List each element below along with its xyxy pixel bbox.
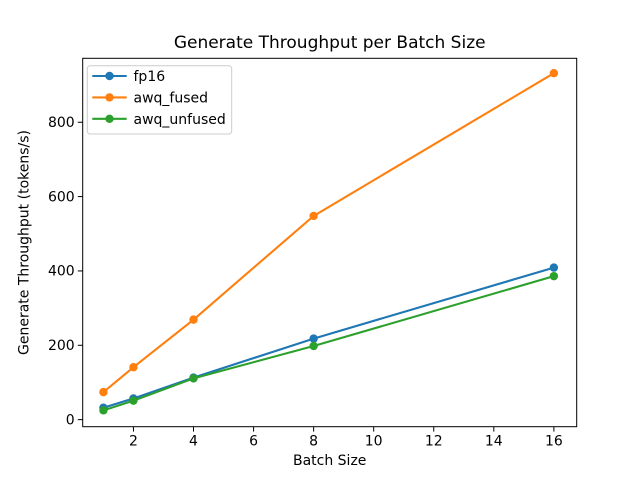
plot-series	[99, 68, 559, 415]
x-tick-label: 8	[309, 434, 318, 450]
data-point-awq_fused	[309, 211, 318, 221]
y-tick-label: 200	[48, 338, 75, 354]
data-point-awq_fused	[189, 315, 198, 324]
x-tick-label: 4	[189, 434, 198, 450]
y-tick-label: 0	[66, 412, 75, 428]
data-point-fp16	[309, 334, 318, 343]
data-point-fp16	[549, 263, 559, 272]
data-point-awq_fused	[129, 363, 138, 372]
y-tick-label: 600	[48, 189, 75, 205]
x-tick-label: 12	[425, 434, 443, 450]
legend-label: awq_fused	[134, 90, 209, 106]
x-axis-label: Batch Size	[293, 453, 366, 469]
y-axis-label: Generate Throughput (tokens/s)	[17, 130, 33, 355]
y-tick-label: 800	[48, 115, 75, 131]
legend-box	[86, 65, 233, 135]
data-point-awq_unfused	[129, 396, 138, 405]
axis-ticks: 2 4 6 8 10 12 14 16 0 200 400 600 800	[48, 115, 563, 449]
legend-marker	[105, 71, 114, 81]
legend-marker	[105, 93, 114, 102]
legend: fp16 awq_fused awq_unfused	[86, 65, 233, 135]
x-tick-label: 6	[249, 434, 258, 450]
legend-label: fp16	[134, 69, 166, 85]
data-point-awq_unfused	[309, 341, 318, 351]
chart-title: Generate Throughput per Batch Size	[174, 33, 486, 53]
legend-label: awq_unfused	[134, 112, 226, 128]
data-point-awq_fused	[99, 387, 108, 397]
data-point-awq_unfused	[189, 374, 198, 383]
x-tick-label: 2	[129, 434, 138, 450]
plot-area	[82, 57, 578, 428]
x-tick-label: 14	[485, 434, 503, 450]
data-point-awq_unfused	[99, 406, 108, 415]
y-tick-label: 400	[48, 264, 75, 280]
data-point-awq_fused	[549, 68, 559, 78]
data-point-awq_unfused	[549, 271, 559, 281]
x-tick-label: 10	[365, 434, 383, 450]
x-tick-label: 16	[545, 434, 563, 450]
legend-marker	[105, 114, 114, 124]
